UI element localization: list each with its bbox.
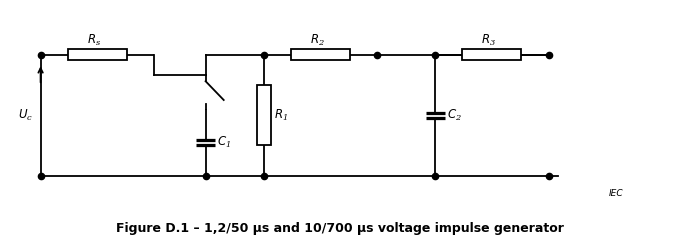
Text: $R_\mathregular{s}$: $R_\mathregular{s}$ — [87, 33, 101, 48]
Bar — [291, 49, 350, 60]
Text: $R_\mathregular{1}$: $R_\mathregular{1}$ — [274, 107, 288, 123]
Text: Figure D.1 – 1,2/50 μs and 10/700 μs voltage impulse generator: Figure D.1 – 1,2/50 μs and 10/700 μs vol… — [116, 222, 564, 235]
Text: $C_\mathregular{1}$: $C_\mathregular{1}$ — [217, 135, 231, 150]
Bar — [68, 49, 126, 60]
Text: $U_\mathregular{c}$: $U_\mathregular{c}$ — [18, 107, 33, 123]
Text: IEC: IEC — [609, 189, 623, 198]
Bar — [257, 85, 271, 145]
Text: $R_\mathregular{2}$: $R_\mathregular{2}$ — [309, 33, 324, 48]
Text: $R_\mathregular{3}$: $R_\mathregular{3}$ — [481, 33, 496, 48]
Bar — [462, 49, 522, 60]
Text: $C_\mathregular{2}$: $C_\mathregular{2}$ — [447, 107, 462, 123]
